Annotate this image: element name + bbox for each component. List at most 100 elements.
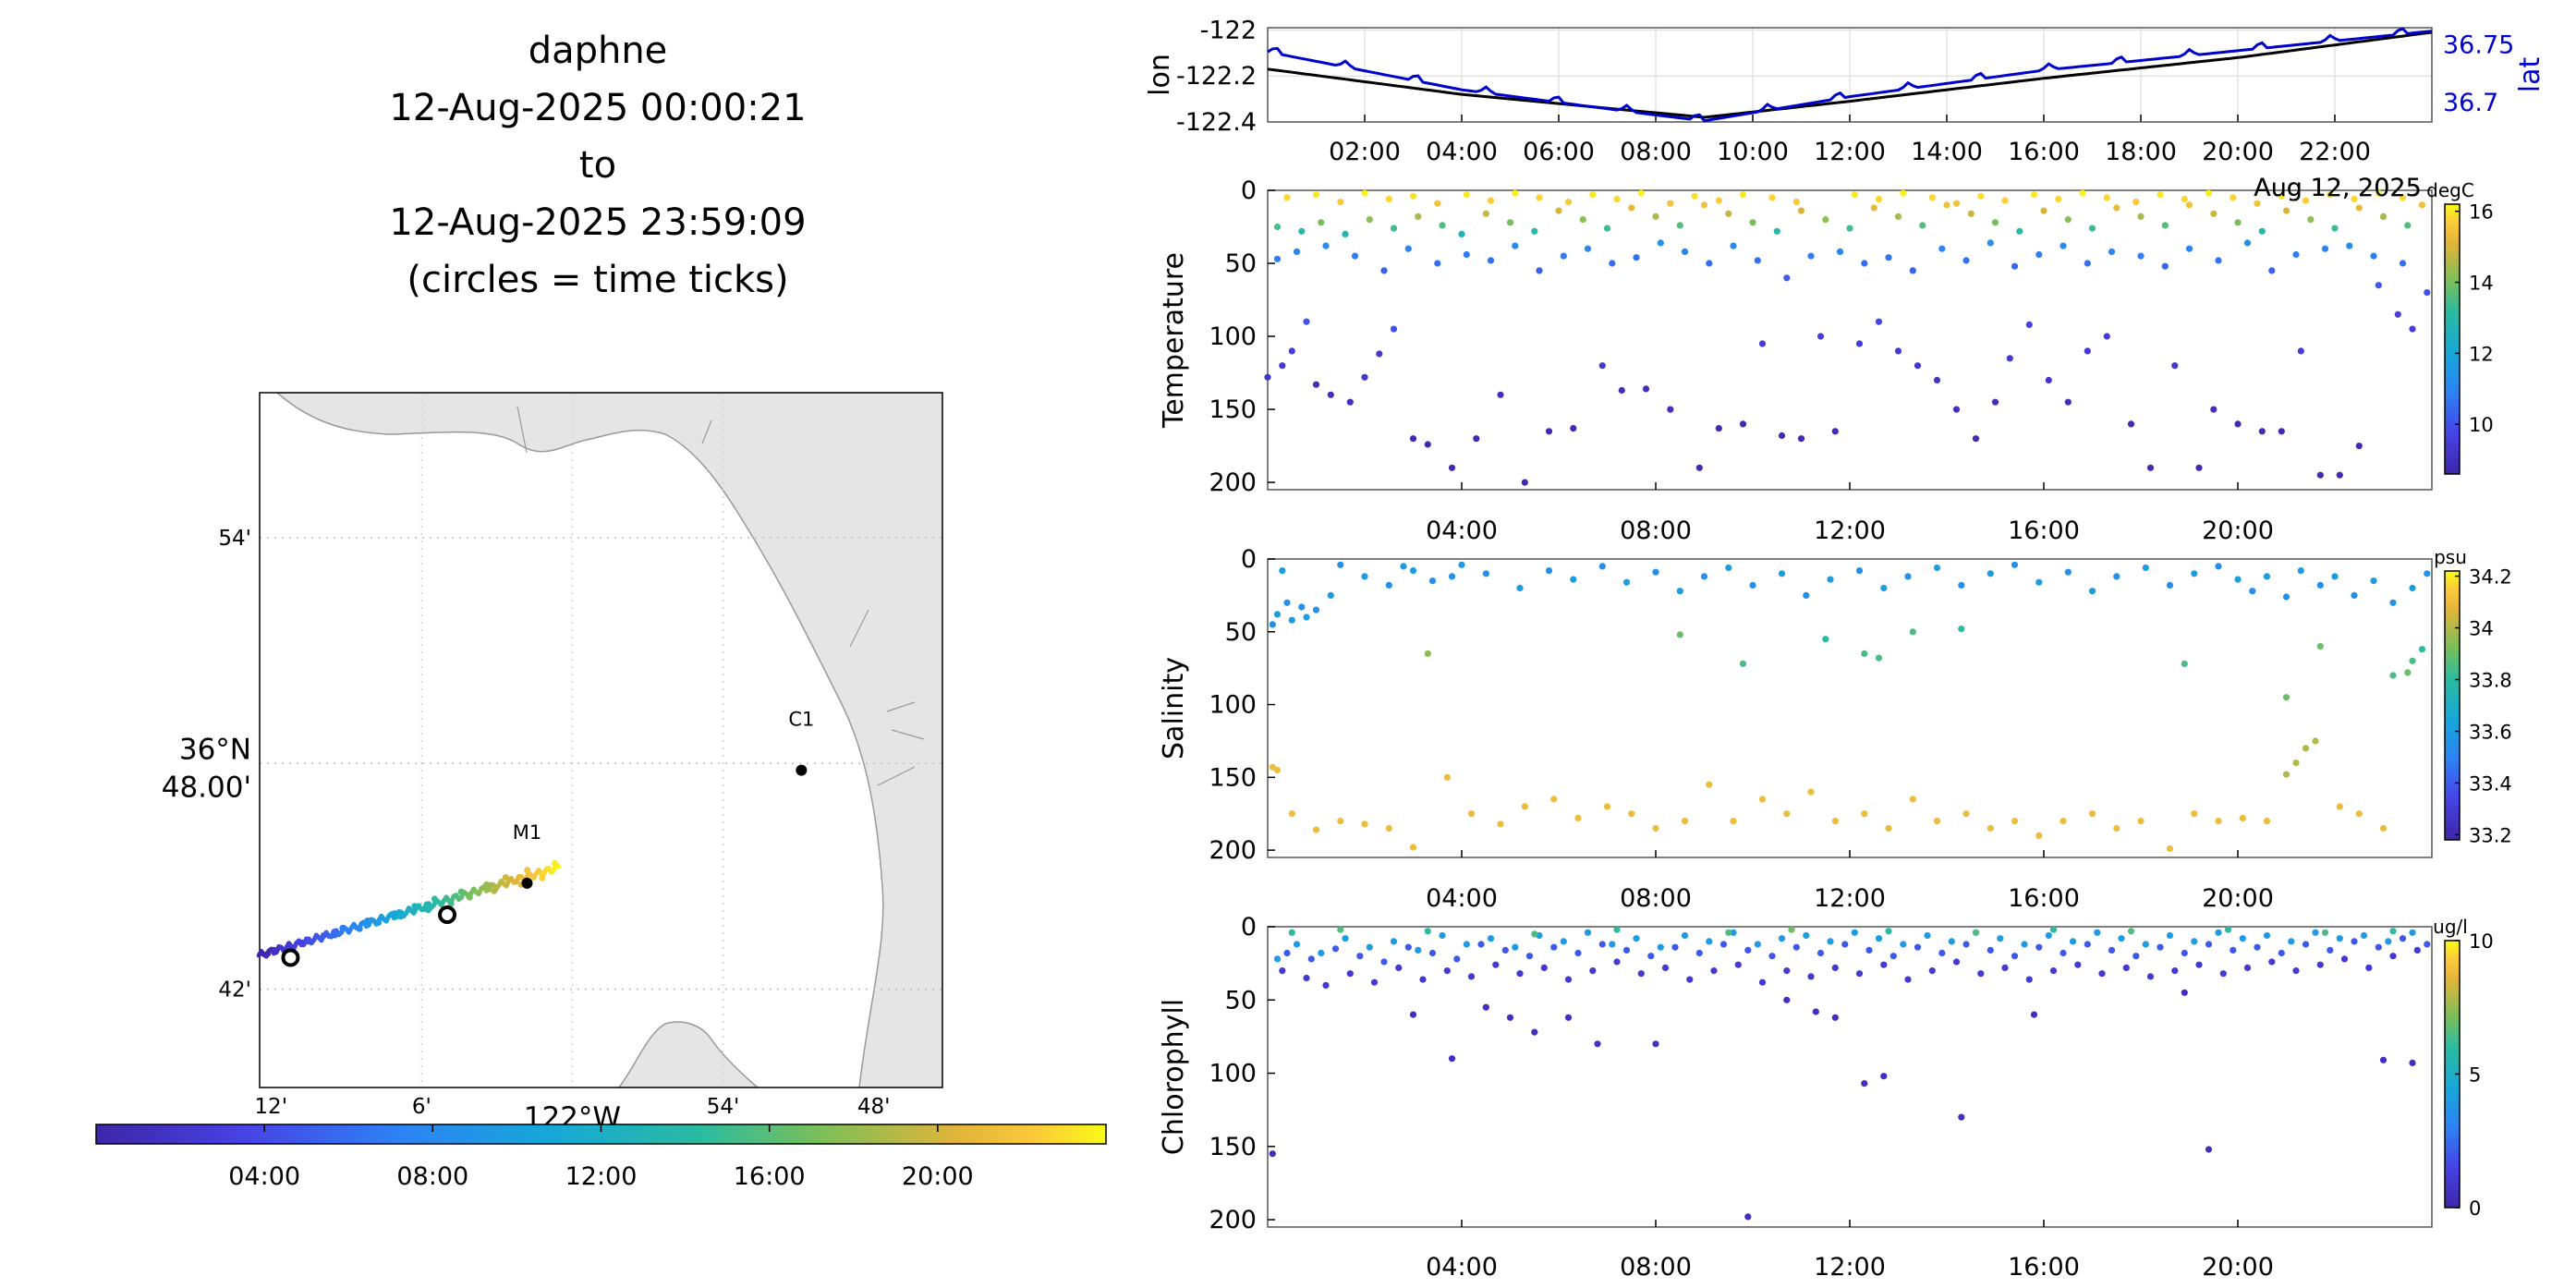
time-colorbar-ticks: 04:00 08:00 12:00 16:00 20:00 (228, 1124, 974, 1191)
data-point (1900, 189, 1907, 197)
data-point (1409, 435, 1417, 443)
data-point (2263, 573, 2271, 580)
data-point (1710, 967, 1718, 975)
colorbar-tick-label: 33.6 (2469, 721, 2512, 743)
data-point (1831, 1014, 1839, 1021)
data-point (2375, 282, 2382, 289)
data-point (1822, 216, 1829, 224)
data-point (2113, 204, 2120, 212)
track-point (397, 913, 405, 920)
data-point (2413, 946, 2421, 954)
data-point (2249, 588, 2256, 595)
data-point (2132, 953, 2140, 960)
data-point (1312, 606, 1320, 614)
y-axis-label: lon (1144, 54, 1176, 96)
data-point (2098, 970, 2106, 978)
data-point (1797, 207, 1805, 214)
x-tick-label: 12:00 (1814, 1253, 1886, 1282)
data-point (2379, 1056, 2388, 1063)
data-point (2171, 967, 2179, 975)
data-point (2035, 832, 2043, 840)
data-point (1676, 588, 1683, 595)
data-point (2171, 362, 2179, 370)
data-point (1279, 967, 1286, 975)
data-point (2327, 946, 2334, 954)
temperature-colorbar (2444, 203, 2461, 475)
x-tick-label: 12:00 (1814, 884, 1886, 913)
data-point (1613, 195, 1621, 203)
data-point (1415, 946, 1422, 954)
y-tick-label: -122.2 (1176, 62, 1257, 91)
data-point (1904, 573, 1912, 580)
data-point (2263, 931, 2271, 940)
data-point (1506, 219, 1514, 226)
data-point (1380, 267, 1388, 274)
data-point (1803, 931, 1810, 940)
data-point (1525, 953, 1534, 960)
data-point (2278, 428, 2285, 435)
data-point (1894, 213, 1902, 220)
axes-frame (1267, 558, 2433, 858)
data-point (2084, 260, 2091, 267)
y-tick-label: 100 (1209, 1060, 1257, 1088)
chlorophyll-panel: 04:00 08:00 12:00 16:00 20:00050100150200Chl… (1158, 913, 2494, 1282)
data-point (1603, 803, 1611, 810)
colorbar-tick-label: 12:00 (565, 1162, 638, 1191)
data-point (1482, 210, 1489, 217)
data-point (1453, 955, 1461, 963)
data-point (2331, 573, 2339, 580)
data-point (1652, 824, 1659, 832)
map-land-north (275, 393, 942, 1088)
y-tick-label: 200 (1209, 836, 1257, 865)
data-point (2161, 262, 2169, 270)
data-point (1773, 227, 1780, 235)
data-point (2327, 191, 2334, 199)
data-point (1652, 568, 1659, 576)
data-point (2263, 818, 2271, 825)
data-point (2254, 943, 2261, 951)
data-point (2006, 355, 2013, 362)
data-point (2379, 824, 2388, 832)
data-point (2069, 938, 2077, 945)
data-point (2307, 216, 2315, 224)
track-point (375, 918, 383, 926)
data-point (1706, 781, 1713, 788)
data-point (1273, 611, 1282, 618)
data-point (1428, 577, 1437, 585)
data-point (1564, 199, 1573, 206)
data-point (1972, 435, 1980, 443)
data-point (2389, 928, 2397, 935)
x-tick-label: 04:00 (1426, 516, 1498, 545)
data-point (1361, 573, 1368, 580)
data-point (1609, 941, 1616, 948)
data-point (2409, 657, 2416, 664)
data-point (2108, 248, 2116, 255)
data-point (2282, 593, 2290, 601)
map-lon-tick-label: 12' (254, 1095, 287, 1119)
data-point (1361, 189, 1368, 197)
data-point (1424, 650, 1431, 658)
data-point (1439, 931, 1446, 940)
data-point (2385, 938, 2392, 945)
data-point (2191, 570, 2198, 577)
data-point (2060, 242, 2067, 249)
data-point (1987, 946, 1994, 954)
data-point (1467, 810, 1476, 818)
title-to: to (578, 144, 617, 187)
data-point (1681, 818, 1689, 825)
data-point (1264, 373, 1271, 381)
map-lon-tick-label: 48' (857, 1095, 891, 1119)
data-point (1564, 1014, 1573, 1021)
data-point (2011, 262, 2019, 270)
data-point (1385, 581, 1392, 589)
track-point (331, 931, 338, 939)
data-point (2064, 216, 2072, 224)
colorbar-unit: psu (2434, 546, 2467, 568)
data-point (1933, 818, 1941, 825)
data-point (1807, 788, 1815, 796)
data-point (1536, 194, 1543, 201)
y-tick-label: 200 (1209, 468, 1257, 497)
data-point (1269, 621, 1276, 628)
data-point (2331, 225, 2339, 232)
data-point (2011, 561, 2019, 568)
